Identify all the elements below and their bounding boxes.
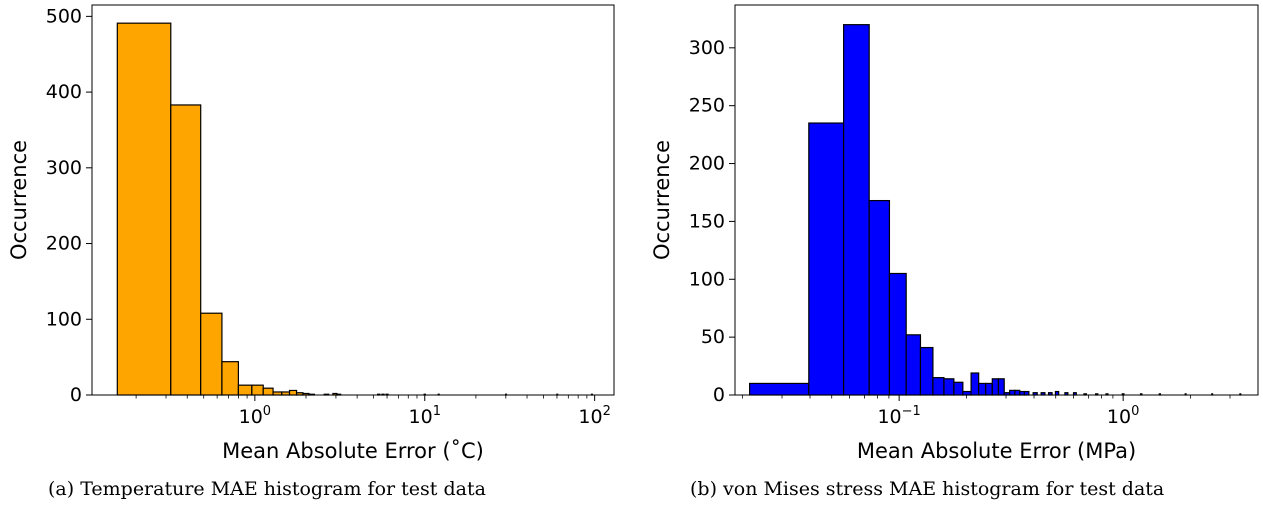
histogram-bar	[237, 384, 253, 396]
histogram-bar	[1014, 389, 1021, 396]
histogram-bars	[749, 24, 1242, 396]
y-tick-label: 500	[46, 5, 82, 27]
histogram-bar	[985, 382, 993, 396]
axes-frame	[91, 4, 615, 396]
histogram-bar	[978, 382, 987, 396]
y-tick-label: 300	[46, 157, 82, 179]
histogram-bar	[905, 334, 922, 396]
temperature-mae-histogram: 0 100 200 300 400 500 100 101 102 Mean Absolute E…	[7, 4, 615, 463]
histogram-bar	[868, 199, 891, 396]
histogram-bar	[1019, 390, 1026, 396]
histogram-bar	[970, 372, 980, 396]
y-tick-label: 400	[46, 81, 82, 103]
histogram-bars	[116, 22, 593, 396]
y-tick-label: 0	[713, 384, 725, 406]
histogram-bar	[808, 122, 845, 396]
x-tick-label: 10−1	[877, 404, 920, 428]
histogram-bar	[932, 377, 945, 396]
von-mises-mae-histogram: 0 50 100 150 200 250 300 10−1 100 Mean Absolute E…	[650, 4, 1259, 463]
histogram-bar	[997, 378, 1005, 396]
x-tick-label: 100	[1107, 404, 1139, 428]
histogram-bar	[170, 104, 202, 396]
x-axis-label: Mean Absolute Error (˚C)	[222, 439, 484, 463]
caption-temperature: (a) Temperature MAE histogram for test d…	[48, 478, 486, 500]
x-tick-label: 102	[578, 404, 610, 428]
y-axis-label: Occurrence	[7, 140, 31, 260]
histogram-bar	[1009, 389, 1016, 396]
x-axis-label: Mean Absolute Error (MPa)	[857, 439, 1136, 463]
histogram-bar	[888, 272, 907, 396]
y-tick-label: 300	[689, 37, 725, 59]
y-tick-label: 50	[701, 326, 725, 348]
y-axis-label: Occurrence	[650, 140, 674, 260]
y-tick-label: 100	[689, 268, 725, 290]
histogram-bar	[1054, 390, 1060, 396]
histogram-bar	[943, 378, 955, 396]
histogram-bar	[991, 378, 1000, 396]
histogram-bar	[200, 312, 223, 396]
histogram-bar	[953, 381, 964, 396]
x-tick-label: 100	[239, 404, 271, 428]
histogram-bar	[221, 361, 239, 396]
histogram-bar	[1023, 390, 1030, 396]
y-tick-label: 100	[46, 308, 82, 330]
y-tick-label: 150	[689, 210, 725, 232]
histogram-bar	[919, 346, 934, 396]
x-tick-label: 101	[409, 404, 441, 428]
axes-frame	[734, 4, 1259, 396]
histogram-bar	[288, 389, 298, 396]
histogram-bar	[251, 384, 264, 396]
y-tick-label: 200	[689, 153, 725, 175]
histogram-bar	[962, 390, 972, 396]
y-tick-label: 200	[46, 233, 82, 255]
y-tick-label: 0	[70, 384, 82, 406]
histogram-bar	[749, 382, 810, 396]
histogram-bar	[843, 24, 870, 396]
caption-von-mises: (b) von Mises stress MAE histogram for t…	[690, 478, 1165, 500]
y-tick-label: 250	[689, 95, 725, 117]
histogram-bar	[116, 22, 172, 396]
histogram-bar	[262, 387, 274, 396]
